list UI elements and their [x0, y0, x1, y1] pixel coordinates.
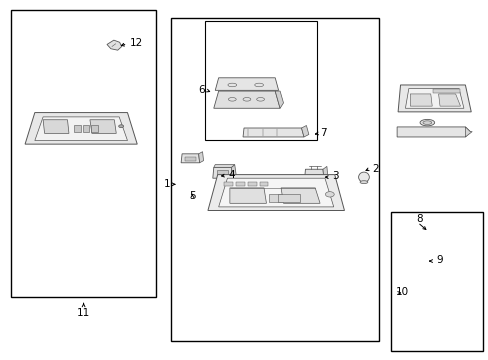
Bar	[390, 212, 483, 351]
Polygon shape	[43, 120, 69, 134]
Bar	[204, 22, 316, 140]
Polygon shape	[243, 128, 304, 137]
Bar	[269, 194, 282, 202]
Polygon shape	[218, 178, 333, 207]
Polygon shape	[35, 117, 127, 140]
Bar	[82, 126, 89, 132]
Ellipse shape	[422, 121, 431, 125]
Bar	[259, 182, 268, 186]
Bar	[171, 18, 378, 341]
Text: 12: 12	[130, 38, 143, 48]
Polygon shape	[301, 126, 308, 137]
Polygon shape	[213, 165, 234, 167]
Bar	[247, 182, 256, 186]
Polygon shape	[181, 154, 199, 163]
Bar	[91, 126, 98, 132]
Polygon shape	[275, 91, 283, 108]
Polygon shape	[198, 152, 203, 163]
Text: 4: 4	[228, 170, 235, 180]
Polygon shape	[397, 85, 470, 112]
Text: 11: 11	[77, 308, 90, 318]
Text: 1: 1	[163, 179, 170, 189]
Text: 2: 2	[371, 163, 378, 174]
Ellipse shape	[359, 181, 367, 184]
Text: 9: 9	[435, 255, 442, 265]
Polygon shape	[207, 175, 344, 211]
Polygon shape	[90, 120, 116, 134]
Polygon shape	[107, 40, 122, 50]
Polygon shape	[396, 127, 469, 137]
Bar	[11, 10, 156, 297]
Text: 10: 10	[395, 287, 408, 297]
Text: 8: 8	[416, 215, 423, 224]
Bar	[278, 194, 300, 202]
Bar	[216, 170, 228, 177]
Ellipse shape	[119, 125, 123, 128]
Polygon shape	[438, 94, 460, 106]
Polygon shape	[304, 169, 324, 181]
Text: 5: 5	[188, 191, 195, 201]
Ellipse shape	[358, 172, 368, 182]
Bar	[184, 157, 195, 161]
Polygon shape	[409, 94, 431, 106]
Text: 3: 3	[331, 171, 338, 181]
Bar	[432, 89, 459, 93]
Polygon shape	[25, 113, 137, 144]
Polygon shape	[281, 188, 320, 203]
Polygon shape	[323, 166, 327, 181]
Bar	[236, 182, 244, 186]
Polygon shape	[465, 127, 471, 137]
Polygon shape	[213, 91, 280, 108]
Ellipse shape	[325, 192, 333, 197]
Polygon shape	[405, 89, 463, 108]
Text: 7: 7	[320, 128, 326, 138]
Polygon shape	[231, 165, 236, 178]
Polygon shape	[229, 188, 266, 203]
Polygon shape	[215, 78, 278, 90]
Bar	[74, 126, 81, 132]
Polygon shape	[212, 167, 232, 178]
Ellipse shape	[419, 120, 434, 126]
Text: 6: 6	[198, 85, 204, 95]
Bar	[224, 182, 232, 186]
